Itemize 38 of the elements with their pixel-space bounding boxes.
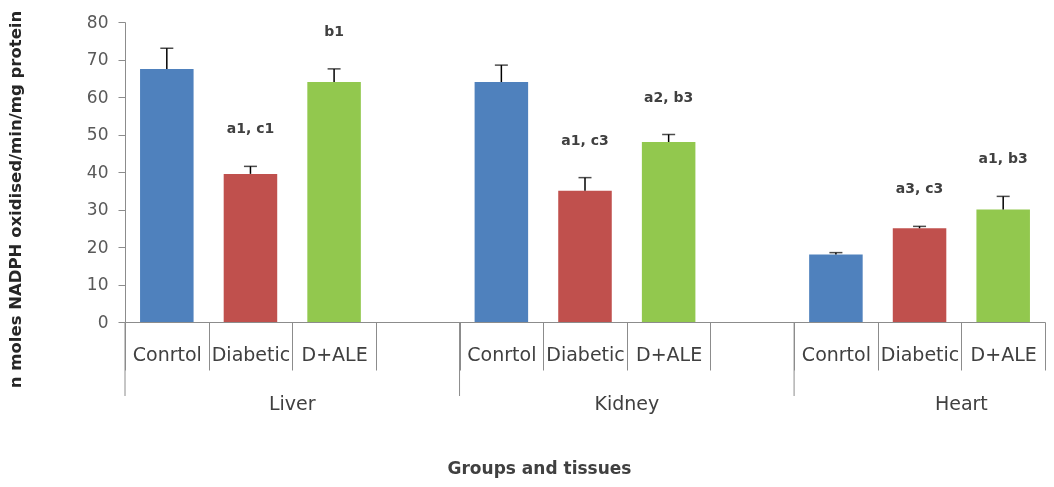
bar [976,209,1030,322]
bar [892,228,947,322]
data-label: a2, b3 [644,88,694,105]
bar [223,173,278,322]
y-axis-title: n moles NADPH oxidised/min/mg protein [5,10,25,389]
text: D+ALE [970,342,1037,365]
y-tick-label: 0 [97,311,109,332]
x-tick-label: Heart [934,392,988,414]
bar [558,190,612,322]
text: Diabetic [880,342,960,365]
y-tick-label: 30 [86,199,109,219]
y-tick-label: 50 [86,124,109,144]
bar [474,82,529,322]
text: D+ALE [301,342,368,365]
series-label: D+ALE [636,342,703,365]
data-label: a1, c1 [226,120,275,137]
data-label: a1, b3 [978,150,1028,167]
y-tick-label: 60 [86,86,109,107]
data-label: a1, c3 [561,131,609,148]
text: Conrtol [467,342,537,365]
x-tick-label: Liver [268,392,316,414]
bar [140,68,194,322]
text: Conrtol [801,342,871,365]
series-label: Diabetic [211,342,291,365]
series-label: Conrtol [132,342,202,365]
bar [641,142,696,322]
x-axis-title: Groups and tissues [447,457,632,478]
y-tick-label: 20 [86,236,109,257]
data-label: b1 [324,22,344,39]
bar [809,254,863,322]
bar [307,82,361,322]
y-tick-label: 10 [86,274,109,294]
y-tick-label: 70 [86,49,109,69]
y-tick-label: 40 [86,161,109,182]
data-label: a3, c3 [895,180,944,197]
text: Diabetic [546,342,625,365]
x-tick-label: Kidney [594,392,660,414]
y-tick-label: 80 [86,11,109,32]
